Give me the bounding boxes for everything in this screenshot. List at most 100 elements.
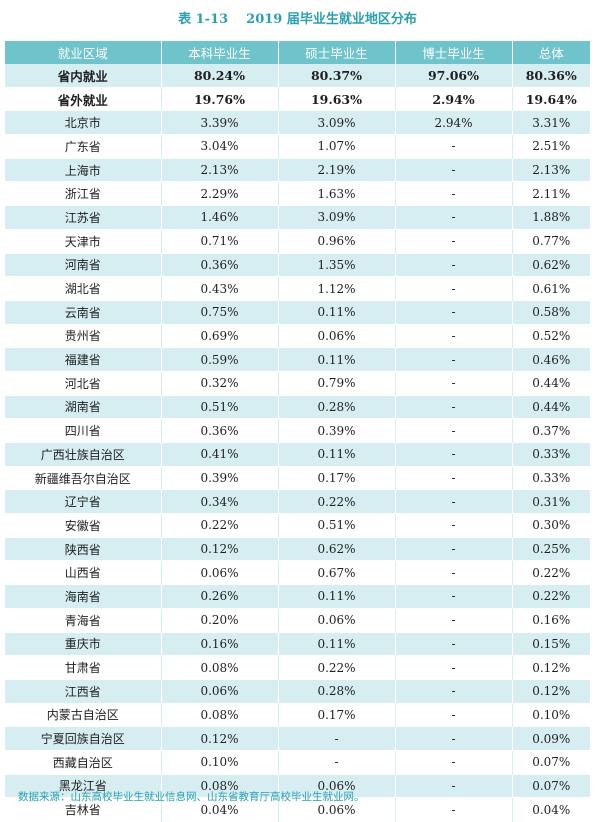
cell-doctor: -: [395, 324, 513, 348]
table-row: 黑龙江省 0.08% 0.06% -0.07%: [5, 774, 590, 798]
cell-master: 0.28%: [278, 679, 396, 704]
cell-doctor: -: [395, 371, 513, 396]
cell-bachelor: 0.10%: [161, 750, 279, 775]
table-row: 江苏省 1.46% 3.09% -1.88%: [5, 205, 590, 230]
cell-master: 0.62%: [278, 537, 396, 561]
cell-doctor: -: [395, 395, 513, 419]
table-row: 新疆维吾尔自治区 0.39% 0.17% -0.33%: [5, 466, 590, 490]
cell-region: 甘肃省: [5, 655, 162, 680]
cell-bachelor: 0.59%: [161, 347, 279, 372]
table-title: 表 1-13 2019 届毕业生就业地区分布: [0, 10, 595, 30]
cell-doctor: -: [395, 418, 513, 443]
cell-master: 0.67%: [278, 560, 396, 585]
cell-bachelor: 0.08%: [161, 655, 279, 680]
table-row: 海南省 0.26% 0.11% -0.22%: [5, 584, 590, 609]
cell-total: 0.44%: [512, 371, 590, 396]
cell-master: 0.22%: [278, 489, 396, 514]
cell-doctor: -: [395, 797, 513, 822]
cell-master: 0.11%: [278, 442, 396, 467]
cell-region: 天津市: [5, 229, 162, 253]
employment-region-table: 就业区域 本科毕业生 硕士毕业生 博士毕业生 总体 省内就业 80.24% 80.3…: [5, 41, 590, 822]
cell-total: 0.12%: [512, 679, 590, 704]
cell-total: 2.51%: [512, 134, 590, 159]
cell-bachelor: 0.26%: [161, 584, 279, 609]
cell-bachelor: 0.34%: [161, 489, 279, 514]
cell-region: 河北省: [5, 371, 162, 396]
table-row: 湖南省 0.51% 0.28% -0.44%: [5, 395, 590, 419]
cell-master: 0.51%: [278, 513, 396, 538]
cell-region: 宁夏回族自治区: [5, 726, 162, 751]
table-body: 省内就业 80.24% 80.37% 97.06% 80.36% 省外就业 19.76% 19…: [5, 64, 590, 822]
cell-doctor: -: [395, 584, 513, 609]
cell-doctor: -: [395, 442, 513, 467]
cell-region: 省外就业: [5, 87, 162, 111]
cell-doctor: -: [395, 134, 513, 159]
cell-region: 江苏省: [5, 205, 162, 230]
cell-doctor: -: [395, 608, 513, 632]
cell-master: 0.06%: [278, 608, 396, 632]
cell-total: 0.07%: [512, 774, 590, 798]
cell-master: 0.39%: [278, 418, 396, 443]
cell-bachelor: 0.06%: [161, 679, 279, 704]
cell-bachelor: 0.22%: [161, 513, 279, 538]
cell-total: 0.44%: [512, 395, 590, 419]
cell-doctor: 2.94%: [395, 87, 513, 111]
cell-bachelor: 0.36%: [161, 253, 279, 277]
table-row: 湖北省 0.43% 1.12% -0.61%: [5, 276, 590, 301]
cell-region: 新疆维吾尔自治区: [5, 466, 162, 490]
table-row: 上海市 2.13% 2.19% -2.13%: [5, 158, 590, 182]
cell-doctor: -: [395, 181, 513, 206]
cell-total: 0.15%: [512, 632, 590, 656]
cell-total: 0.12%: [512, 655, 590, 680]
cell-doctor: -: [395, 632, 513, 656]
cell-bachelor: 19.76%: [161, 87, 279, 111]
table-row: 天津市 0.71% 0.96% -0.77%: [5, 229, 590, 253]
cell-doctor: -: [395, 276, 513, 301]
cell-total: 0.52%: [512, 324, 590, 348]
cell-doctor: -: [395, 679, 513, 704]
cell-master: 0.17%: [278, 703, 396, 727]
cell-total: 0.61%: [512, 276, 590, 301]
table-row: 重庆市 0.16% 0.11% -0.15%: [5, 632, 590, 656]
cell-total: 1.88%: [512, 205, 590, 230]
cell-total: 0.10%: [512, 703, 590, 727]
cell-total: 0.46%: [512, 347, 590, 372]
cell-region: 青海省: [5, 608, 162, 632]
cell-total: 0.16%: [512, 608, 590, 632]
cell-bachelor: 0.75%: [161, 300, 279, 325]
cell-bachelor: 0.71%: [161, 229, 279, 253]
table-row: 云南省 0.75% 0.11% -0.58%: [5, 300, 590, 325]
cell-master: 3.09%: [278, 110, 396, 135]
cell-total: 0.77%: [512, 229, 590, 253]
cell-bachelor: 0.12%: [161, 537, 279, 561]
cell-doctor: -: [395, 253, 513, 277]
table-row: 北京市 3.39% 3.09% 2.94% 3.31%: [5, 110, 590, 135]
cell-master: 0.11%: [278, 632, 396, 656]
cell-doctor: -: [395, 560, 513, 585]
cell-region: 广东省: [5, 134, 162, 159]
header-total: 总体: [512, 41, 590, 64]
cell-master: 19.63%: [278, 87, 396, 111]
table-row: 青海省 0.20% 0.06% -0.16%: [5, 608, 590, 632]
table-row: 辽宁省 0.34% 0.22% -0.31%: [5, 489, 590, 514]
cell-doctor: -: [395, 466, 513, 490]
table-row: 福建省 0.59% 0.11% -0.46%: [5, 347, 590, 372]
cell-master: 3.09%: [278, 205, 396, 230]
table-row: 安徽省 0.22% 0.51% -0.30%: [5, 513, 590, 538]
cell-bachelor: 0.51%: [161, 395, 279, 419]
table-row: 内蒙古自治区 0.08% 0.17% -0.10%: [5, 703, 590, 727]
cell-doctor: -: [395, 300, 513, 325]
cell-master: 0.11%: [278, 347, 396, 372]
cell-total: 2.13%: [512, 158, 590, 182]
table-row: 河南省 0.36% 1.35% -0.62%: [5, 253, 590, 277]
cell-master: 0.11%: [278, 584, 396, 609]
cell-region: 贵州省: [5, 324, 162, 348]
table-row: 浙江省 2.29% 1.63% -2.11%: [5, 181, 590, 206]
table-title-text: 2019 届毕业生就业地区分布: [246, 12, 417, 27]
cell-master: 0.11%: [278, 300, 396, 325]
header-bachelor: 本科毕业生: [161, 41, 279, 64]
cell-total: 3.31%: [512, 110, 590, 135]
cell-bachelor: 0.32%: [161, 371, 279, 396]
cell-total: 0.22%: [512, 560, 590, 585]
cell-doctor: -: [395, 205, 513, 230]
